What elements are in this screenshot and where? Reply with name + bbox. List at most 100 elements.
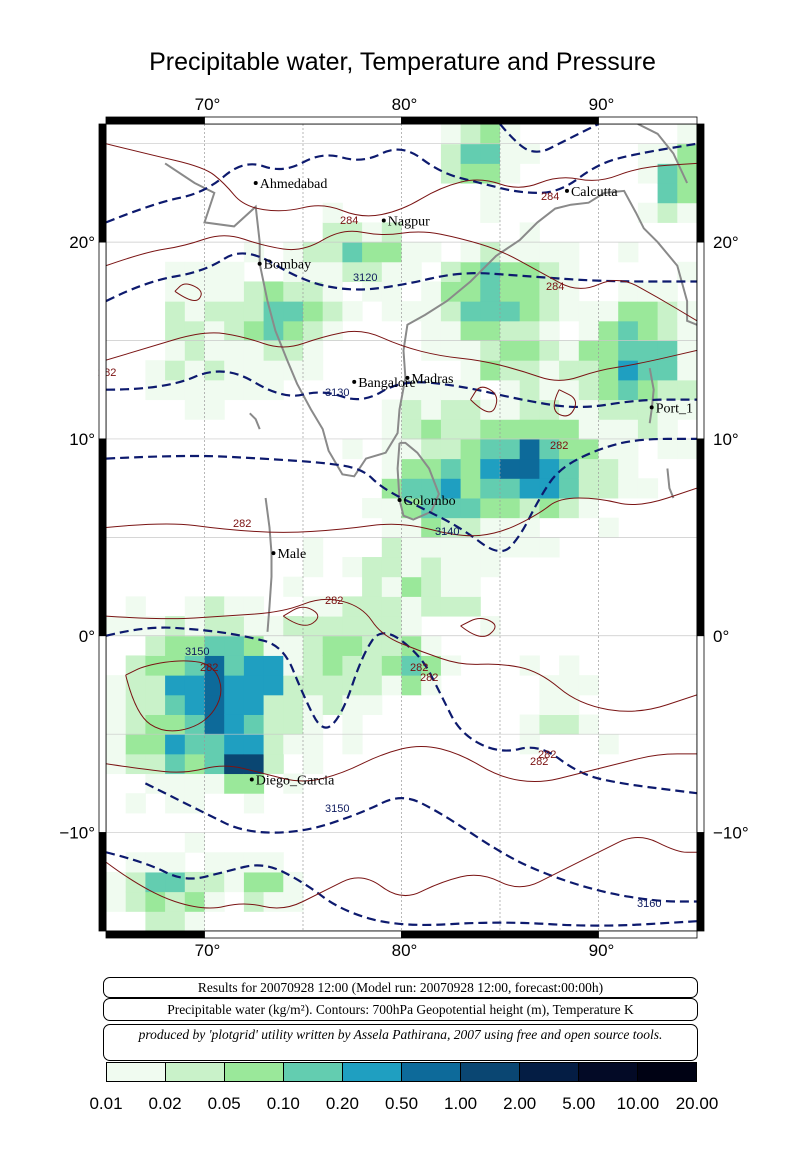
heat-cell xyxy=(421,675,442,696)
temperature-contour xyxy=(125,660,222,732)
heat-cell xyxy=(519,655,540,676)
heat-cell xyxy=(125,793,146,814)
lat-tick-left: −10° xyxy=(59,824,95,843)
temperature-contour xyxy=(106,143,697,217)
heat-cell xyxy=(657,301,678,322)
frame-bar-bottom xyxy=(401,930,599,939)
temperature-contour xyxy=(283,606,319,626)
city-label: Madras xyxy=(411,372,453,387)
heat-cell xyxy=(283,340,304,361)
heat-cell xyxy=(322,655,343,676)
heat-cell xyxy=(125,655,146,676)
heat-cell xyxy=(637,419,659,440)
heat-cell xyxy=(322,616,343,637)
heat-cell xyxy=(224,616,245,637)
frame-bar-right xyxy=(696,241,705,440)
colorbar-segment xyxy=(461,1063,520,1081)
heat-cell xyxy=(322,261,343,282)
colorbar-segment xyxy=(402,1063,461,1081)
heat-cell xyxy=(460,340,481,361)
heat-cell xyxy=(401,497,422,519)
heat-cell xyxy=(243,242,265,263)
heat-cell xyxy=(421,419,442,440)
heat-cell xyxy=(440,557,462,578)
heat-cell xyxy=(559,379,580,401)
heat-cell xyxy=(637,360,659,381)
heat-cell xyxy=(243,301,265,322)
temperature-label: 282 xyxy=(200,662,218,674)
heat-cell xyxy=(322,301,343,322)
heat-cell xyxy=(165,379,186,401)
heat-cell xyxy=(184,655,205,676)
lat-tick-left: 20° xyxy=(69,233,95,252)
heat-cell xyxy=(303,635,324,656)
lat-tick-left: 10° xyxy=(69,430,95,449)
heat-cell xyxy=(322,635,343,656)
heat-cell xyxy=(184,616,205,637)
heat-cell xyxy=(263,714,284,735)
lat-tick-right: 20° xyxy=(713,233,739,252)
heat-cell xyxy=(106,753,127,775)
heat-cell xyxy=(637,301,659,322)
heat-cell xyxy=(480,497,501,519)
city-markers: AhmedabadNagpurCalcuttaBombayBangaloreMa… xyxy=(249,177,693,788)
heat-cell xyxy=(480,202,501,223)
heat-cell xyxy=(421,517,442,538)
heat-cell xyxy=(362,616,383,637)
heat-cell xyxy=(401,517,422,538)
heat-cell xyxy=(342,734,363,755)
heat-cell xyxy=(224,714,245,735)
heat-cell xyxy=(578,419,599,440)
heat-cell xyxy=(224,360,245,381)
heat-cell xyxy=(519,320,540,342)
heat-cell xyxy=(539,694,560,715)
heat-cell xyxy=(243,852,265,873)
frame-bar-right xyxy=(696,123,705,243)
heat-cell xyxy=(283,773,304,794)
heat-cell xyxy=(598,734,619,755)
heat-cell xyxy=(184,753,205,775)
heat-cell xyxy=(362,694,383,715)
colorbar-label: 20.00 xyxy=(675,1094,719,1113)
heat-cell xyxy=(283,714,304,735)
city-dot xyxy=(649,405,654,410)
heat-cell xyxy=(657,320,678,342)
heat-cell xyxy=(204,399,225,420)
heat-cell xyxy=(559,675,580,696)
heat-cell xyxy=(578,497,599,519)
heat-cell xyxy=(500,301,521,322)
colorbar-segment xyxy=(579,1063,638,1081)
heat-cell xyxy=(283,891,304,912)
heat-cell xyxy=(559,497,580,519)
heat-cell xyxy=(500,458,521,479)
heat-cell xyxy=(263,360,284,381)
heat-cell xyxy=(480,301,501,322)
heat-cell xyxy=(421,576,442,597)
lakshadweep-islands xyxy=(249,412,261,430)
heat-cell xyxy=(657,379,678,401)
heat-cell xyxy=(224,852,245,873)
heat-cell xyxy=(342,635,363,656)
heat-cell xyxy=(362,281,383,302)
city-colombo: Colombo xyxy=(397,494,456,509)
map-title: Precipitable water, Temperature and Pres… xyxy=(149,48,656,76)
heat-cell xyxy=(204,753,225,775)
heat-cell xyxy=(243,793,265,814)
heat-cell xyxy=(539,242,560,263)
myanmar-border xyxy=(637,124,689,184)
heat-cell xyxy=(421,438,442,460)
heat-cell xyxy=(657,360,678,381)
heat-cell xyxy=(322,675,343,696)
heat-cell xyxy=(243,694,265,715)
heat-cell xyxy=(598,419,619,440)
heat-cell xyxy=(421,635,442,656)
heat-cell xyxy=(519,419,540,440)
heat-cell xyxy=(342,301,363,322)
heat-cell xyxy=(145,694,166,715)
heat-cell xyxy=(559,301,580,322)
heat-cell xyxy=(362,675,383,696)
heat-cell xyxy=(519,301,540,322)
heat-cell xyxy=(598,301,619,322)
heat-cell xyxy=(637,478,659,499)
heat-cell xyxy=(519,281,540,302)
